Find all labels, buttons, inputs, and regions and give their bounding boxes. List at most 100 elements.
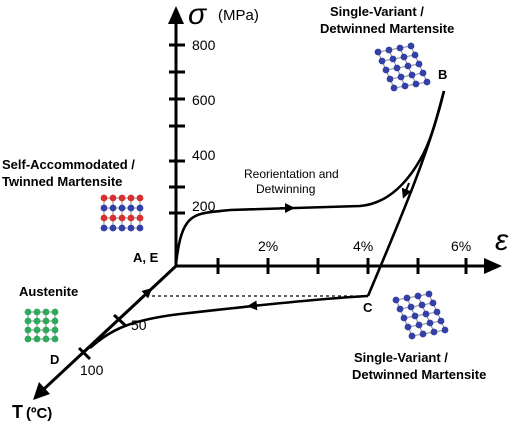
bottom-right-phase-label-line1: Single-Variant / [354, 350, 448, 365]
lattice-atom [109, 194, 117, 202]
lattice-atom [42, 335, 50, 343]
austenite-label: Austenite [19, 284, 78, 299]
detwinned-martensite-lattice-top-icon [374, 42, 431, 92]
lattice-atom [51, 317, 59, 325]
lattice-atom [100, 214, 108, 222]
temperature-axis-arrowhead [33, 382, 50, 400]
temperature-axis-unit: (ºC) [26, 405, 52, 422]
lattice-atom [127, 204, 135, 212]
lattice-atom [42, 326, 50, 334]
lattice-atom [433, 308, 441, 316]
lattice-atom [42, 317, 50, 325]
stress-tick-label-800: 800 [192, 37, 216, 53]
austenite-lattice-icon [24, 308, 59, 343]
strain-axis-symbol: ε [495, 224, 509, 257]
bottom-right-phase-label-line2: Detwinned Martensite [352, 367, 486, 382]
twinned-martensite-lattice-icon [100, 194, 144, 232]
reorientation-label-line2: Detwinning [256, 182, 315, 196]
lattice-atom [118, 214, 126, 222]
lattice-atom [109, 224, 117, 232]
lattice-atom [127, 214, 135, 222]
reorientation-label-line1: Reorientation and [244, 167, 339, 181]
lattice-atom [393, 64, 401, 72]
arrow-heating [247, 300, 263, 311]
lattice-atom [425, 290, 433, 298]
lattice-atom [100, 194, 108, 202]
lattice-atom [400, 314, 408, 322]
temperature-tick-50 [112, 313, 128, 328]
temperature-tick-100 [77, 346, 92, 361]
lattice-atom [127, 194, 135, 202]
lattice-atom [385, 46, 393, 54]
lattice-atom [404, 62, 412, 70]
stress-axis-symbol: σ [188, 0, 208, 31]
strain-tick-label-2: 2% [258, 238, 278, 254]
lattice-atom [33, 317, 41, 325]
lattice-atom [51, 326, 59, 334]
lattice-atom [411, 312, 419, 320]
lattice-atom [24, 326, 32, 334]
top-right-phase-label-line2: Detwinned Martensite [320, 21, 454, 36]
lattice-atom [415, 321, 423, 329]
strain-ticks [216, 258, 468, 274]
lattice-atom [374, 48, 382, 56]
lattice-atom [430, 328, 438, 336]
lattice-atom [426, 319, 434, 327]
unloading-curve-b-to-c [366, 90, 446, 297]
lattice-atom [100, 224, 108, 232]
stress-tick-label-200: 200 [192, 198, 216, 214]
lattice-atom [136, 224, 144, 232]
stress-ticks [169, 43, 185, 215]
lattice-atom [33, 335, 41, 343]
lattice-atom [437, 317, 445, 325]
lattice-atom [408, 332, 416, 340]
detwinned-martensite-lattice-bottom-icon [392, 290, 449, 340]
lattice-atom [390, 84, 398, 92]
lattice-atom [392, 296, 400, 304]
lattice-atom [42, 308, 50, 316]
lattice-atom [422, 310, 430, 318]
lattice-atom [401, 82, 409, 90]
lattice-atom [127, 224, 135, 232]
point-label-c: C [363, 300, 373, 315]
temperature-axis-symbol: T [12, 402, 23, 422]
lattice-atom [397, 73, 405, 81]
strain-tick-label-4: 4% [353, 238, 373, 254]
stress-axis-arrowhead [168, 6, 184, 24]
lattice-atom [423, 78, 431, 86]
lattice-atom [389, 55, 397, 63]
strain-tick-label-6: 6% [451, 238, 471, 254]
lattice-atom [418, 301, 426, 309]
lattice-atom [419, 330, 427, 338]
left-phase-label-line2: Twinned Martensite [2, 174, 122, 189]
heating-curve-c-to-d [89, 294, 369, 349]
lattice-atom [118, 224, 126, 232]
stress-tick-label-600: 600 [192, 92, 216, 108]
lattice-atom [109, 204, 117, 212]
point-label-d: D [50, 352, 59, 367]
lattice-atom [51, 308, 59, 316]
lattice-atom [429, 299, 437, 307]
lattice-atom [400, 53, 408, 61]
top-right-phase-label-line1: Single-Variant / [330, 4, 424, 19]
lattice-atom [100, 204, 108, 212]
lattice-atom [378, 57, 386, 65]
lattice-atom [33, 308, 41, 316]
lattice-atom [24, 317, 32, 325]
lattice-atom [396, 305, 404, 313]
lattice-atom [419, 69, 427, 77]
left-phase-label-line1: Self-Accommodated / [2, 157, 135, 172]
strain-axis-arrowhead [484, 258, 502, 274]
lattice-atom [412, 80, 420, 88]
lattice-atom [51, 335, 59, 343]
arrow-cooling [139, 287, 153, 300]
lattice-atom [407, 42, 415, 50]
lattice-atom [403, 294, 411, 302]
lattice-atom [404, 323, 412, 331]
lattice-atom [136, 214, 144, 222]
lattice-atom [118, 194, 126, 202]
temperature-tick-label-100: 100 [80, 362, 104, 378]
lattice-atom [441, 326, 449, 334]
arrow-unloading [401, 182, 412, 199]
